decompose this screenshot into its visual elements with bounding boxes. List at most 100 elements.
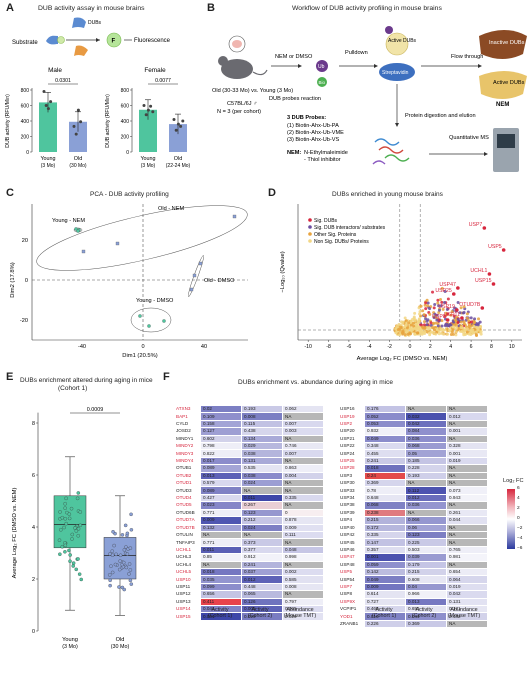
volcano-xtick: -6 xyxy=(347,344,352,350)
sig-dub-point xyxy=(451,292,456,296)
heatmap-cell: 0.089 xyxy=(200,486,242,495)
col-activity-1: Activity xyxy=(211,607,229,613)
heatmap-cell: NA xyxy=(446,434,488,444)
streptavidin-bead-icon xyxy=(379,63,415,81)
ytick: 200 xyxy=(121,134,130,140)
gene-name: USP7 xyxy=(340,583,353,589)
volcano-point xyxy=(403,316,407,320)
heatmap-cell: 0.241 xyxy=(364,456,406,466)
volcano-point xyxy=(428,333,432,337)
heatmap-row: USP22 0.348 0.068 0.328 xyxy=(340,442,488,451)
heatmap-cell: 0.228 xyxy=(405,464,447,473)
heatmap-cell: NA xyxy=(282,538,324,547)
gene-name: USP24 xyxy=(340,450,355,456)
nem-dmso-label: NEM or DMSO xyxy=(275,54,313,60)
volcano-point xyxy=(446,324,450,328)
legend-marker xyxy=(308,225,312,229)
heatmap-cell: 0.131 xyxy=(241,456,283,466)
volcano-point xyxy=(453,306,457,310)
volcano-point xyxy=(431,290,435,294)
box-point xyxy=(122,548,127,552)
nem-desc-1: N-Ethylmaleimide xyxy=(304,150,348,156)
box-point xyxy=(128,546,133,550)
inactive-dubs-icon xyxy=(479,30,527,59)
volcano-point xyxy=(409,320,413,324)
heatmap-row: USP19 0.052 0.032 0.012 xyxy=(340,412,488,421)
heatmap-cell: 0.013 xyxy=(405,597,447,606)
heatmap-cell: 0.007 xyxy=(282,419,324,429)
heatmap-cell: 0.771 xyxy=(200,538,242,547)
heatmap-row: UCHL1 0.011 0.377 0.048 xyxy=(176,545,324,555)
nem-desc-2: - Thiol inhibitor xyxy=(304,157,341,163)
panel-a-title: DUB activity assay in mouse brains xyxy=(38,5,145,12)
heatmap-row: USP30 0.369 NA NA xyxy=(340,479,488,488)
box-point xyxy=(77,572,82,576)
heatmap-cell: 0.142 xyxy=(364,567,406,577)
data-point xyxy=(74,132,78,136)
gene-name: UCHL3 xyxy=(176,554,192,560)
heatmap-cell: NA xyxy=(405,508,447,518)
box-point xyxy=(124,545,128,549)
heatmap-row: UCHL3 0.85 0.912 0.998 xyxy=(176,553,324,562)
gene-name: USP11 xyxy=(176,583,191,589)
panel-b-workflow-diagram: Old (30-33 Mo) vs. Young (3 Mo) C57BL/6J… xyxy=(212,26,527,172)
gene-name: USP8 xyxy=(340,591,353,597)
box-ytick: 6 xyxy=(32,473,35,479)
heatmap-cell: 0.132 xyxy=(200,523,242,532)
heatmap-cell: 0.004 xyxy=(282,471,324,481)
gene-name: USP33 xyxy=(340,487,355,493)
p-value: 0.0301 xyxy=(55,78,71,84)
heatmap-row: CYLD 0.158 0.115 0.007 xyxy=(176,419,324,429)
heatmap-cell: 0.017 xyxy=(200,456,242,466)
volcano-point xyxy=(433,328,437,332)
gene-name: UCHL1 xyxy=(176,546,192,552)
heatmap-cell: 0.193 xyxy=(405,471,447,481)
box-point xyxy=(75,496,80,501)
heatmap-row: BAP1 0.109 0.008 NA xyxy=(176,412,324,421)
heatmap-cell: 0.455 xyxy=(364,449,406,458)
gene-label: USP11 xyxy=(444,312,460,318)
volcano-point xyxy=(479,332,483,336)
bar xyxy=(69,121,87,152)
gene-name: ZRANB1 xyxy=(340,620,359,626)
data-point xyxy=(72,124,76,128)
sig-dub-point xyxy=(501,248,506,252)
heatmap-cell: 0.019 xyxy=(446,582,488,592)
volcano-point xyxy=(448,328,452,332)
box-point xyxy=(71,561,76,565)
volcano-point xyxy=(461,311,465,315)
category-age: (22-24 Mo) xyxy=(166,163,191,169)
panel-b-label: B xyxy=(207,2,215,14)
volcano-point xyxy=(441,332,445,336)
volcano-point xyxy=(426,301,430,305)
box-point xyxy=(57,538,62,542)
ytick: 600 xyxy=(21,103,30,109)
volcano-xtick: -8 xyxy=(326,344,331,350)
mouse-icon xyxy=(221,59,253,79)
gene-name: USP39 xyxy=(340,509,355,515)
box-point xyxy=(60,545,65,549)
heatmap-cell: 0.411 xyxy=(200,597,242,606)
gene-name: OTUD1 xyxy=(176,480,192,486)
heatmap-cell: 0.261 xyxy=(446,508,488,518)
volcano-point xyxy=(411,328,415,332)
heatmap-cell: 0.068 xyxy=(405,442,447,451)
gene-name: BAP1 xyxy=(176,413,188,419)
volcano-point xyxy=(449,313,453,317)
heatmap-cell: 0.013 xyxy=(200,471,242,481)
volcano-point xyxy=(446,332,450,336)
legend-label: Other Sig. Proteins xyxy=(314,232,357,238)
heatmap-cell: 0.212 xyxy=(241,516,283,525)
volcano-point xyxy=(395,324,399,328)
box-point xyxy=(71,564,75,568)
volcano-point xyxy=(463,329,467,333)
heatmap-cell: 0.029 xyxy=(282,612,324,621)
box-point xyxy=(124,565,129,570)
volcano-point xyxy=(439,328,443,332)
gene-name: MINDY2 xyxy=(176,443,194,449)
gene-name: TNFAIP3 xyxy=(176,539,195,545)
volcano-point xyxy=(436,324,440,328)
box-point xyxy=(69,506,74,511)
heatmap-cell: 0.176 xyxy=(364,404,406,414)
gene-name: USP40 xyxy=(340,524,355,530)
